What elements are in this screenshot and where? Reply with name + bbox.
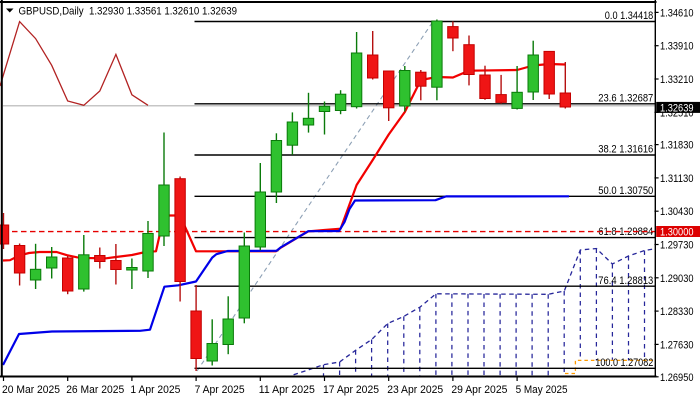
svg-text:7 Apr 2025: 7 Apr 2025 xyxy=(195,384,245,396)
svg-text:26 Mar 2025: 26 Mar 2025 xyxy=(66,384,124,396)
svg-text:1.32639: 1.32639 xyxy=(660,102,694,114)
svg-text:17 Apr 2025: 17 Apr 2025 xyxy=(323,384,379,396)
svg-text:1.26950: 1.26950 xyxy=(660,372,694,384)
svg-text:29 Apr 2025: 29 Apr 2025 xyxy=(451,384,507,396)
svg-text:5 May 2025: 5 May 2025 xyxy=(516,384,568,396)
svg-text:23 Apr 2025: 23 Apr 2025 xyxy=(387,384,443,396)
svg-text:1.33210: 1.33210 xyxy=(660,74,694,86)
svg-text:GBPUSD,Daily 1.32930 1.33561: GBPUSD,Daily 1.32930 1.33561 1.32610 1.3… xyxy=(19,6,238,18)
svg-text:1.27630: 1.27630 xyxy=(660,339,694,351)
svg-text:0.0 1.34418: 0.0 1.34418 xyxy=(605,10,654,22)
svg-text:1.31130: 1.31130 xyxy=(660,173,694,185)
svg-text:1 Apr 2025: 1 Apr 2025 xyxy=(130,384,180,396)
svg-text:1.30430: 1.30430 xyxy=(660,206,694,218)
svg-text:1.29730: 1.29730 xyxy=(660,240,694,252)
svg-text:1.31830: 1.31830 xyxy=(660,140,694,152)
svg-text:100.0 1.27082: 100.0 1.27082 xyxy=(595,357,653,369)
svg-text:1.33910: 1.33910 xyxy=(660,41,694,53)
svg-text:23.6 1.32687: 23.6 1.32687 xyxy=(598,92,653,104)
svg-text:38.2 1.31616: 38.2 1.31616 xyxy=(598,144,653,156)
svg-text:11 Apr 2025: 11 Apr 2025 xyxy=(259,384,315,396)
svg-text:1.29030: 1.29030 xyxy=(660,273,694,285)
svg-text:20 Mar 2025: 20 Mar 2025 xyxy=(2,384,60,396)
svg-text:1.34610: 1.34610 xyxy=(660,7,694,19)
svg-text:76.4 1.28813: 76.4 1.28813 xyxy=(598,275,653,287)
svg-text:1.28330: 1.28330 xyxy=(660,306,694,318)
svg-text:50.0 1.30750: 50.0 1.30750 xyxy=(598,185,653,197)
svg-text:1.30000: 1.30000 xyxy=(660,226,694,238)
